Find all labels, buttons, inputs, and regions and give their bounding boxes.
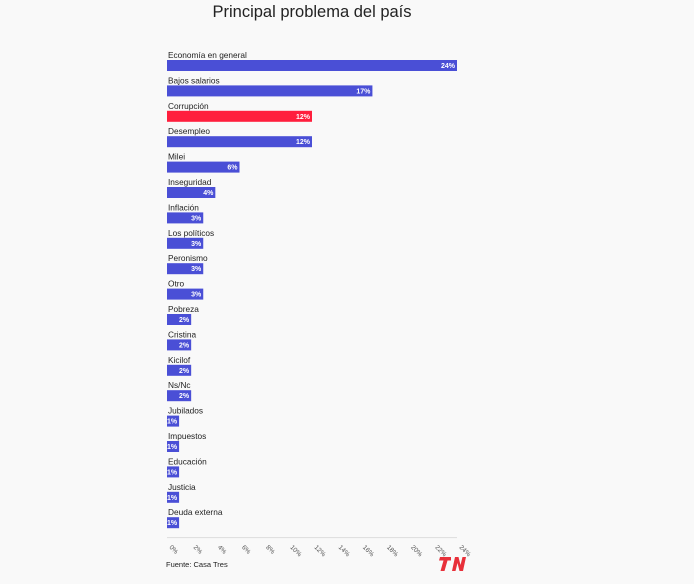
value-label: 1% [167,444,178,451]
value-label: 1% [167,469,178,476]
bar [167,339,192,351]
value-label: 1% [167,419,178,426]
value-label: 2% [179,368,190,375]
x-tick-label: 6% [240,544,252,556]
tn-logo [438,556,466,577]
bar [167,288,204,300]
bar [167,187,216,198]
bar [167,415,180,427]
category-label: Pobreza [168,304,199,314]
value-label: 2% [179,317,190,324]
x-tick-label: 14% [337,544,351,558]
value-label: 1% [167,520,178,527]
category-label: Justicia [168,482,196,492]
bar [167,136,312,148]
bar [167,441,180,452]
value-label: 17% [356,88,371,95]
x-tick-label: 10% [288,544,302,558]
value-label: 6% [227,165,238,172]
value-label: 1% [167,495,178,502]
category-label: Kicilof [168,355,191,365]
x-tick-label: 12% [313,544,327,558]
value-label: 12% [296,114,311,121]
category-label: Milei [168,152,185,162]
category-label: Inflación [168,202,199,212]
value-label: 3% [191,292,202,299]
x-tick-label: 0% [168,544,180,556]
category-label: Los políticos [168,228,214,238]
category-label: Bajos salarios [168,75,220,85]
value-label: 3% [191,215,202,222]
value-label: 2% [179,393,190,400]
category-label: Deuda externa [168,507,223,517]
bar [167,237,204,249]
bar [167,466,180,478]
category-label: Impuestos [168,431,206,441]
x-tick-label: 8% [264,544,276,556]
bar [167,85,373,97]
x-tick-label: 4% [216,544,228,556]
value-label: 3% [191,241,202,248]
category-label: Cristina [168,329,197,339]
x-tick-label: 16% [361,544,375,558]
x-tick-label: 2% [192,544,204,556]
category-label: Economía en general [168,50,247,60]
bar [167,161,240,173]
source-note: Fuente: Casa Tres [166,560,228,569]
value-label: 3% [191,266,202,273]
value-label: 4% [203,190,214,197]
bar [167,390,192,402]
bar [167,314,192,325]
value-label: 24% [441,63,456,70]
bar [167,517,180,529]
x-tick-label: 20% [409,544,423,558]
category-label: Educación [168,456,207,466]
bar [167,491,180,503]
category-label: Peronismo [168,253,208,263]
chart-title: Principal problema del país [212,3,412,21]
value-label: 2% [179,342,190,349]
x-tick-label: 18% [385,544,399,558]
category-label: Desempleo [168,126,210,136]
category-label: Inseguridad [168,177,212,187]
bar [167,263,204,275]
category-label: Otro [168,279,185,289]
bar [167,212,204,224]
category-label: Ns/Nc [168,380,191,390]
category-label: Corrupción [168,101,209,111]
bar [167,60,457,71]
category-label: Jubilados [168,406,203,416]
bar [167,364,192,376]
value-label: 12% [296,139,311,146]
bar [167,110,312,122]
